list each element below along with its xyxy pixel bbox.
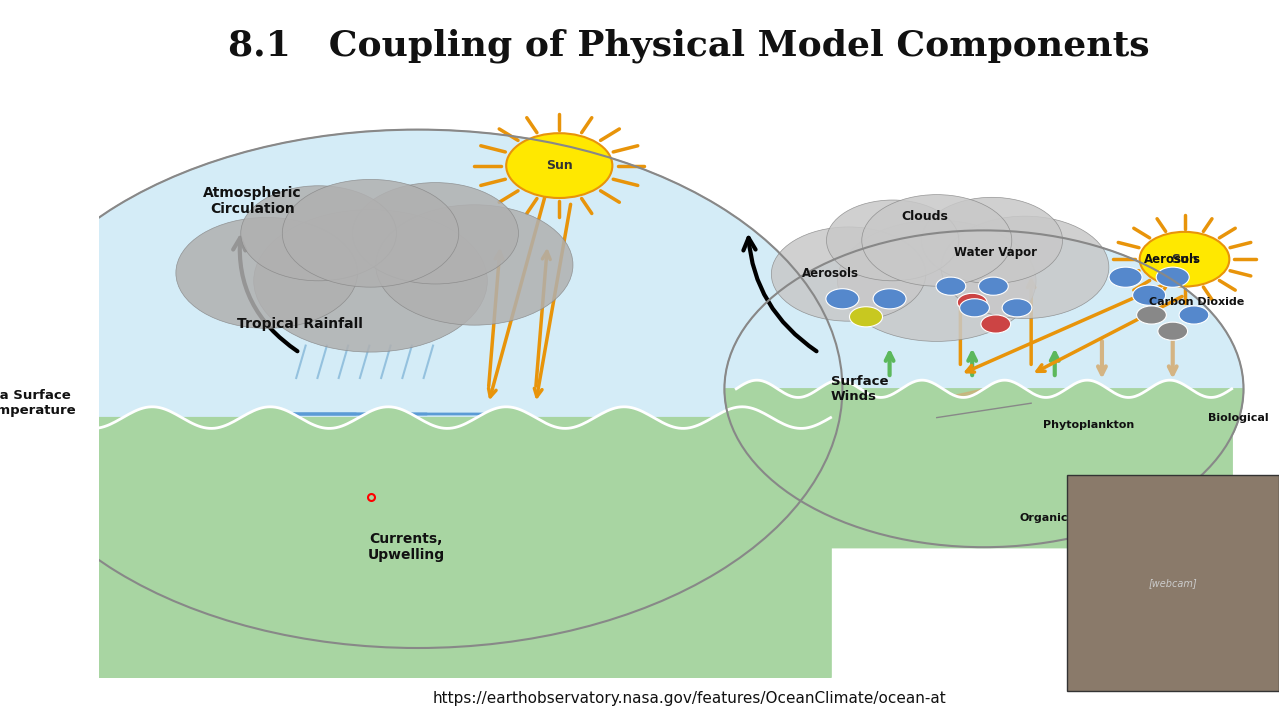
- Text: Surface
Winds: Surface Winds: [831, 375, 888, 402]
- Text: Organic: Organic: [1019, 513, 1068, 523]
- Text: Aerosols: Aerosols: [803, 267, 859, 280]
- Circle shape: [936, 277, 966, 295]
- Circle shape: [1133, 285, 1166, 305]
- Text: Biological: Biological: [1208, 413, 1268, 423]
- Circle shape: [241, 186, 397, 281]
- Circle shape: [506, 133, 612, 198]
- Circle shape: [1002, 299, 1032, 317]
- Circle shape: [827, 200, 959, 281]
- Circle shape: [1156, 267, 1189, 287]
- Circle shape: [941, 216, 1108, 318]
- Text: Atmospheric
Circulation: Atmospheric Circulation: [204, 186, 302, 216]
- Circle shape: [850, 307, 882, 327]
- Circle shape: [960, 299, 989, 317]
- Polygon shape: [724, 389, 1243, 547]
- Circle shape: [1108, 267, 1142, 287]
- Text: Currents,
Upwelling: Currents, Upwelling: [367, 532, 444, 562]
- Circle shape: [1137, 306, 1166, 324]
- Circle shape: [978, 277, 1009, 295]
- Circle shape: [253, 210, 488, 352]
- Circle shape: [175, 217, 357, 328]
- Circle shape: [1179, 306, 1208, 324]
- Text: Phytoplankton: Phytoplankton: [1043, 420, 1134, 430]
- Text: Sun: Sun: [545, 159, 572, 172]
- Circle shape: [772, 227, 925, 321]
- Circle shape: [283, 179, 458, 287]
- Circle shape: [873, 289, 906, 309]
- Wedge shape: [753, 389, 1216, 539]
- Circle shape: [826, 289, 859, 309]
- Circle shape: [861, 194, 1011, 286]
- Circle shape: [0, 130, 842, 648]
- Circle shape: [1158, 322, 1188, 341]
- Polygon shape: [0, 389, 842, 648]
- Circle shape: [376, 204, 573, 325]
- Circle shape: [1139, 232, 1229, 287]
- Text: Carbon Dioxide: Carbon Dioxide: [1148, 297, 1244, 307]
- Circle shape: [724, 230, 1243, 547]
- Text: Water Vapor: Water Vapor: [955, 246, 1037, 258]
- FancyBboxPatch shape: [1066, 475, 1279, 691]
- Text: Sun: Sun: [1171, 253, 1198, 266]
- Text: Aerosols: Aerosols: [1144, 253, 1201, 266]
- Text: Sea Surface
Temperature: Sea Surface Temperature: [0, 390, 77, 417]
- Text: Clouds: Clouds: [901, 210, 948, 223]
- Circle shape: [980, 315, 1011, 333]
- Text: https://earthobservatory.nasa.gov/features/OceanClimate/ocean-at: https://earthobservatory.nasa.gov/featur…: [433, 690, 946, 706]
- Circle shape: [352, 183, 518, 284]
- Circle shape: [957, 293, 987, 312]
- Circle shape: [801, 407, 955, 500]
- Text: Tropical Rainfall: Tropical Rainfall: [237, 318, 362, 331]
- Text: [webcam]: [webcam]: [1148, 578, 1197, 588]
- Circle shape: [922, 197, 1062, 284]
- Text: 8.1   Coupling of Physical Model Components: 8.1 Coupling of Physical Model Component…: [228, 29, 1149, 63]
- Circle shape: [837, 220, 1036, 341]
